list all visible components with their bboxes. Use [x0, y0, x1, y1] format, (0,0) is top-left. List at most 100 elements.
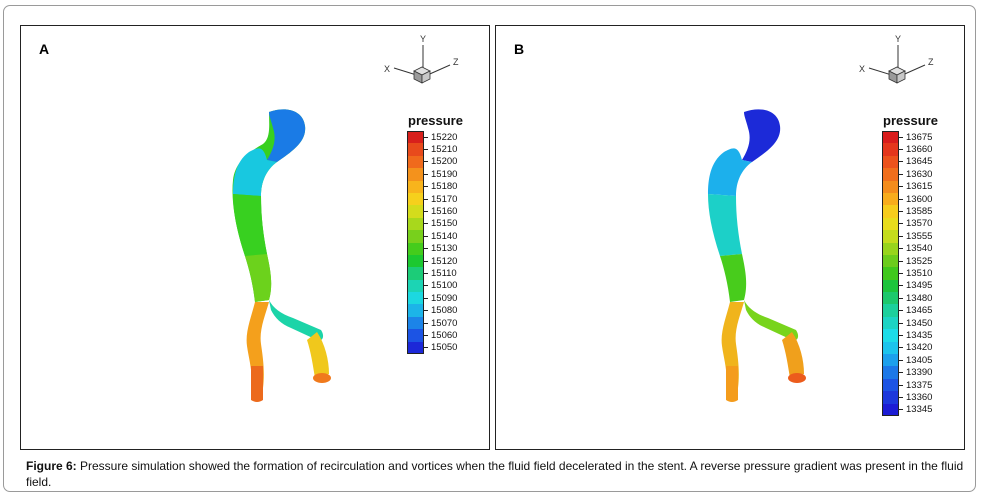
legend-row: 13675 — [882, 131, 938, 144]
legend-row: 15180 — [407, 180, 463, 193]
legend-value: 15050 — [431, 342, 458, 354]
legend-tick — [899, 384, 903, 386]
axis-z-label: Z — [928, 57, 934, 67]
legend-tick — [899, 223, 903, 225]
vessel-mid — [708, 194, 742, 256]
legend-tick — [424, 248, 428, 250]
legend-tick — [424, 198, 428, 200]
vessel-left-end — [726, 366, 738, 402]
legend-value: 15180 — [431, 181, 458, 193]
legend-swatch — [407, 279, 424, 293]
legend-row: 13645 — [882, 155, 938, 169]
legend-value: 13570 — [906, 218, 933, 230]
legend-tick — [424, 334, 428, 336]
legend-value: 13525 — [906, 255, 933, 267]
legend-value: 15160 — [431, 206, 458, 218]
axis-y-label: Y — [420, 35, 426, 44]
legend-swatch — [882, 279, 899, 293]
legend-swatch — [882, 341, 899, 355]
legend-row: 15100 — [407, 279, 463, 293]
legend-value: 13540 — [906, 243, 933, 255]
axes-triad-icon: Y X Z — [384, 35, 459, 84]
axis-x-label: X — [859, 64, 865, 74]
legend-row: 13390 — [882, 366, 938, 379]
legend-value: 13510 — [906, 267, 933, 279]
legend-swatch — [407, 242, 424, 255]
legend-tick — [899, 347, 903, 349]
legend-swatch — [407, 316, 424, 330]
legend-swatch — [882, 131, 899, 144]
legend-swatch — [407, 230, 424, 243]
vessel-lower — [720, 254, 747, 302]
legend-row: 15200 — [407, 155, 463, 169]
legend-value: 13480 — [906, 292, 933, 304]
legend-value: 15190 — [431, 168, 458, 180]
caption-label: Figure 6: — [26, 459, 77, 473]
legend-tick — [899, 272, 903, 274]
vessel-mid — [233, 194, 267, 256]
legend-tick — [899, 173, 903, 175]
legend-row: 13465 — [882, 304, 938, 317]
legend-row: 15220 — [407, 131, 463, 144]
legend-value: 13585 — [906, 206, 933, 218]
axis-x-label: X — [384, 64, 390, 74]
legend-swatch — [407, 143, 424, 156]
legend-row: 15050 — [407, 341, 463, 355]
legend-row: 13555 — [882, 230, 938, 243]
legend-row: 15160 — [407, 205, 463, 218]
legend-swatch — [407, 217, 424, 231]
legend-tick — [424, 285, 428, 287]
legend-value: 15130 — [431, 243, 458, 255]
panel-a: A Y X Z — [20, 25, 490, 450]
legend-tick — [899, 149, 903, 151]
legend-value: 13645 — [906, 156, 933, 168]
figure-frame: A Y X Z — [3, 5, 976, 492]
legend-value: 13675 — [906, 131, 933, 143]
legend-value: 13660 — [906, 144, 933, 156]
legend-swatch — [882, 242, 899, 255]
legend-tick — [899, 372, 903, 374]
legend-row: 15170 — [407, 192, 463, 206]
legend-tick — [424, 223, 428, 225]
legend-tick — [424, 272, 428, 274]
legend-swatch — [407, 292, 424, 305]
legend-tick — [424, 149, 428, 151]
pressure-legend: pressure 15220 15210 15200 15190 15180 15170 1… — [407, 113, 463, 355]
legend-swatch — [882, 354, 899, 367]
legend-tick — [424, 211, 428, 213]
legend-row: 13480 — [882, 292, 938, 305]
legend-rows: 15220 15210 15200 15190 15180 15170 15160 15150… — [407, 131, 463, 355]
panel-label: A — [39, 41, 50, 57]
legend-swatch — [882, 378, 899, 392]
legend-tick — [899, 198, 903, 200]
legend-tick — [424, 173, 428, 175]
legend-tick — [899, 359, 903, 361]
legend-tick — [424, 347, 428, 349]
legend-row: 15070 — [407, 316, 463, 330]
legend-value: 13600 — [906, 193, 933, 205]
vessel-right-branch — [782, 332, 804, 378]
legend-row: 13630 — [882, 168, 938, 181]
legend-row: 15150 — [407, 217, 463, 231]
legend-value: 15100 — [431, 280, 458, 292]
legend-row: 13540 — [882, 242, 938, 255]
legend-row: 13660 — [882, 143, 938, 156]
legend-tick — [424, 310, 428, 312]
legend-swatch — [882, 316, 899, 330]
legend-row: 15210 — [407, 143, 463, 156]
legend-row: 13360 — [882, 391, 938, 404]
legend-row: 15060 — [407, 329, 463, 342]
vessel-lower — [245, 254, 272, 302]
legend-swatch — [882, 292, 899, 305]
legend-swatch — [882, 267, 899, 280]
legend-row: 15190 — [407, 168, 463, 181]
legend-value: 15120 — [431, 255, 458, 267]
legend-tick — [424, 161, 428, 163]
legend-value: 15210 — [431, 144, 458, 156]
legend-row: 13495 — [882, 279, 938, 293]
legend-value: 15080 — [431, 305, 458, 317]
legend-value: 15200 — [431, 156, 458, 168]
vessel-fork — [744, 300, 799, 341]
legend-tick — [899, 161, 903, 163]
legend-row: 13375 — [882, 378, 938, 392]
